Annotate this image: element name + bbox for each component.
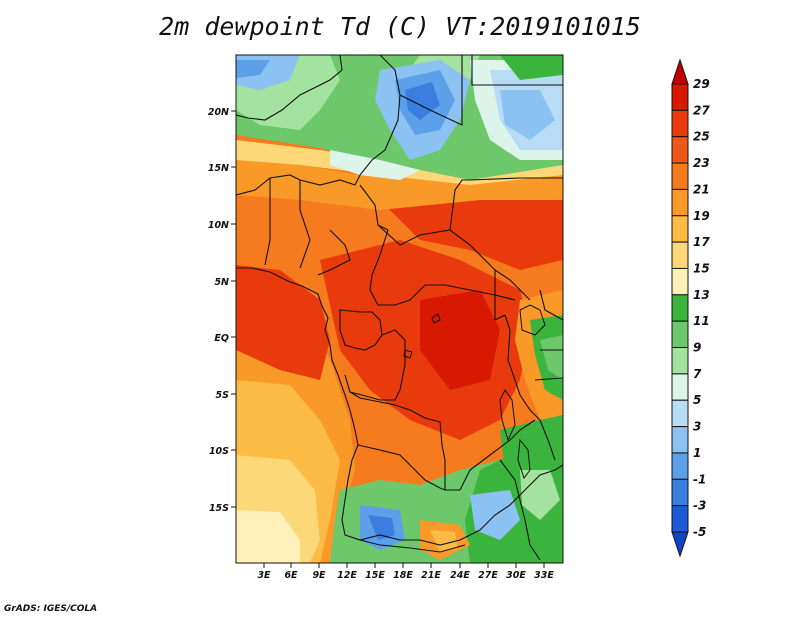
lon-label: 18E <box>393 570 413 581</box>
colorbar-segment <box>671 83 689 111</box>
colorbar-segment <box>671 373 689 401</box>
colorbar-label: 5 <box>693 393 701 407</box>
lat-label: 15S <box>209 503 229 514</box>
lon-label: 12E <box>337 570 357 581</box>
colorbar-segment <box>671 531 689 558</box>
credit-label: GrADS: IGES/COLA <box>4 604 98 614</box>
colorbar: 29 27 25 23 21 19 17 15 13 11 9 7 5 3 1 -1 -3 -5 <box>671 58 710 558</box>
colorbar-segment <box>671 136 689 164</box>
colorbar-label: 7 <box>693 367 702 381</box>
colorbar-segment <box>671 188 689 217</box>
map-frame <box>235 54 564 564</box>
lat-label: EQ <box>214 333 229 344</box>
colorbar-label: 25 <box>693 130 710 144</box>
colorbar-segment <box>671 347 689 375</box>
country-borders <box>236 55 563 561</box>
colorbar-segment <box>671 109 689 138</box>
colorbar-segment <box>671 426 689 454</box>
colorbar-segment <box>671 399 689 428</box>
lon-label: 15E <box>365 570 385 581</box>
colorbar-label: 3 <box>693 420 701 434</box>
colorbar-label: 9 <box>693 341 701 355</box>
chart-title: 2m dewpoint Td (C) VT:2019101015 <box>159 12 641 41</box>
colorbar-segment <box>671 241 689 269</box>
dewpoint-field <box>236 55 563 563</box>
colorbar-segment <box>671 267 689 296</box>
colorbar-segment <box>671 215 689 243</box>
lat-label: 5S <box>216 390 230 401</box>
lat-axis: 20N 15N 10N 5N EQ 5S 10S 15S <box>208 107 236 514</box>
colorbar-segment <box>671 58 689 85</box>
colorbar-label: -1 <box>693 472 706 486</box>
colorbar-label: 17 <box>693 235 710 249</box>
colorbar-segment <box>671 162 689 190</box>
colorbar-segment <box>671 294 689 322</box>
colorbar-segment <box>671 320 689 349</box>
lat-label: 20N <box>208 107 229 118</box>
colorbar-label: 11 <box>693 314 710 328</box>
colorbar-label: 1 <box>693 446 701 460</box>
colorbar-segment <box>671 505 689 533</box>
lon-label: 6E <box>284 570 298 581</box>
lat-label: 10S <box>209 446 229 457</box>
colorbar-label: 13 <box>693 288 710 302</box>
lat-label: 10N <box>208 220 229 231</box>
lon-label: 24E <box>450 570 470 581</box>
lon-label: 30E <box>506 570 526 581</box>
lakes <box>403 304 546 480</box>
lon-axis: 3E 6E 9E 12E 15E 18E 21E 24E 27E 30E 33E <box>257 563 554 581</box>
colorbar-segment <box>671 452 689 480</box>
colorbar-label: 29 <box>693 77 710 91</box>
lon-label: 21E <box>421 570 441 581</box>
colorbar-label: 15 <box>693 261 710 275</box>
lon-label: 9E <box>312 570 326 581</box>
colorbar-label: 23 <box>693 156 710 170</box>
colorbar-label: -3 <box>693 499 706 513</box>
colorbar-segment <box>671 478 689 507</box>
lat-label: 15N <box>208 163 229 174</box>
lon-label: 3E <box>257 570 271 581</box>
colorbar-label: -5 <box>693 525 706 539</box>
colorbar-label: 19 <box>693 209 710 223</box>
lon-label: 33E <box>534 570 554 581</box>
colorbar-label: 21 <box>693 182 710 196</box>
colorbar-label: 27 <box>693 103 710 117</box>
lat-label: 5N <box>214 277 229 288</box>
lon-label: 27E <box>478 570 498 581</box>
